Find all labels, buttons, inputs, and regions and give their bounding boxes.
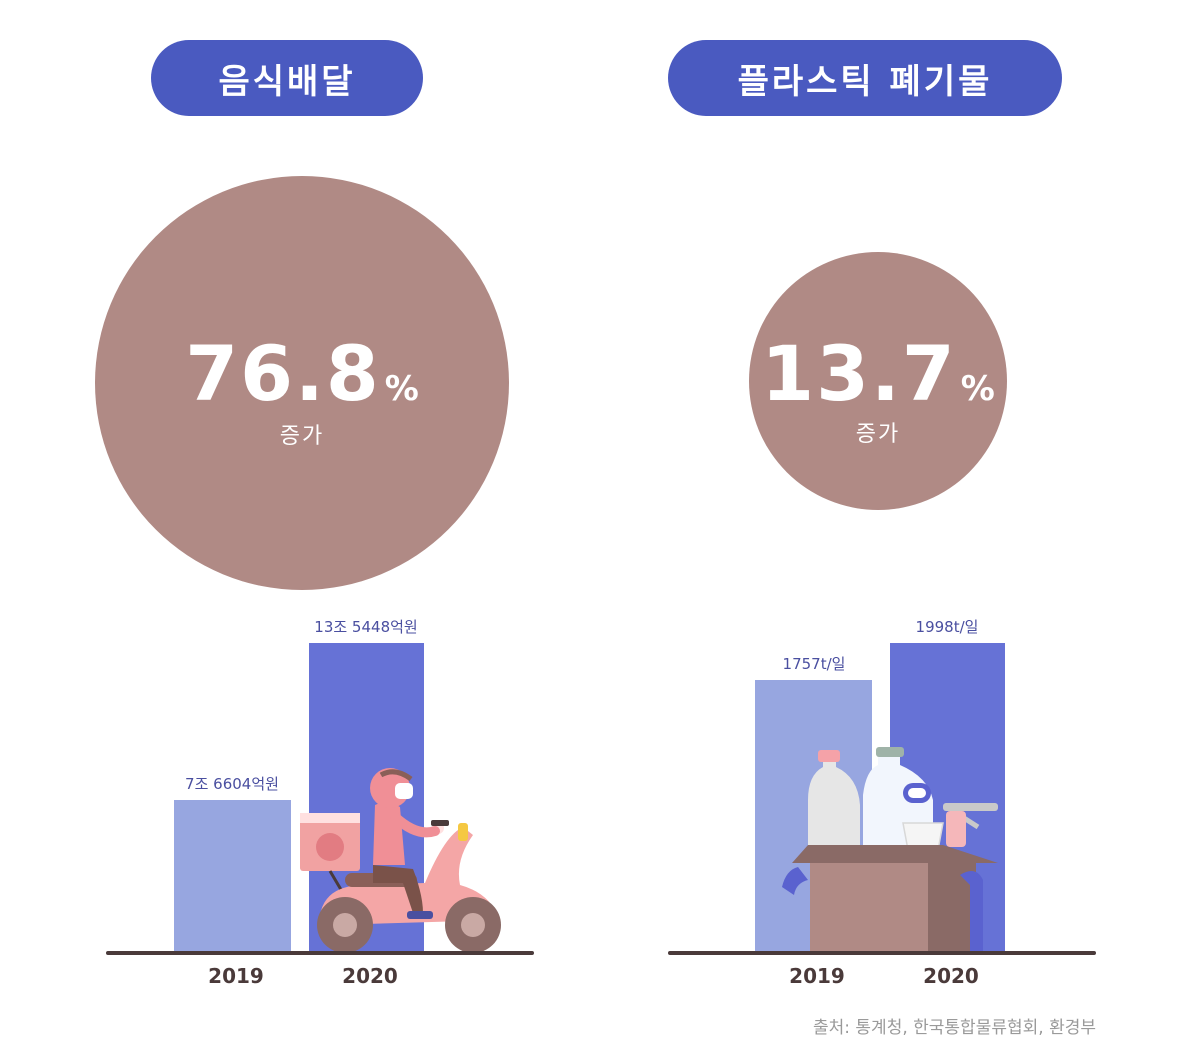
food-delivery-title: 음식배달 <box>151 40 423 116</box>
food-delivery-stat-value: 76.8% <box>95 336 509 412</box>
plastic-waste-stat-circle: 13.7% 증가 <box>749 252 1007 510</box>
food-delivery-stat-caption: 증가 <box>279 424 325 449</box>
plastic-x-tick-2020: 2020 <box>923 964 979 988</box>
plastic-bar-label-2020: 1998t/일 <box>915 618 979 636</box>
source-note: 출처: 통계청, 한국통합물류협회, 환경부 <box>813 1018 1096 1038</box>
plastic-x-tick-2019: 2019 <box>789 964 845 988</box>
food-x-tick-2020: 2020 <box>342 964 398 988</box>
plastic-chart-baseline <box>668 951 1096 955</box>
delivery-scooter-illustration <box>300 768 501 953</box>
plastic-waste-stat-number: 13.7 <box>761 329 957 418</box>
food-delivery-stat-circle: 76.8% 증가 <box>95 176 509 590</box>
plastic-recycling-box-illustration <box>782 747 998 951</box>
food-bar-2019 <box>174 799 291 951</box>
plastic-waste-stat-value: 13.7% <box>749 336 1007 412</box>
food-x-tick-2019: 2019 <box>208 964 264 988</box>
food-delivery-stat-unit: % <box>384 369 419 409</box>
plastic-bar-label-2019: 1757t/일 <box>782 655 846 674</box>
food-chart-baseline <box>106 951 534 955</box>
food-bar-label-2019: 7조 6604억원 <box>185 774 279 793</box>
food-delivery-stat-number: 76.8 <box>185 329 381 418</box>
food-bar-label-2020: 13조 5448억원 <box>314 618 418 636</box>
plastic-waste-title: 플라스틱 폐기물 <box>668 40 1062 116</box>
plastic-waste-stat-unit: % <box>960 369 995 409</box>
plastic-waste-stat-caption: 증가 <box>855 422 901 447</box>
